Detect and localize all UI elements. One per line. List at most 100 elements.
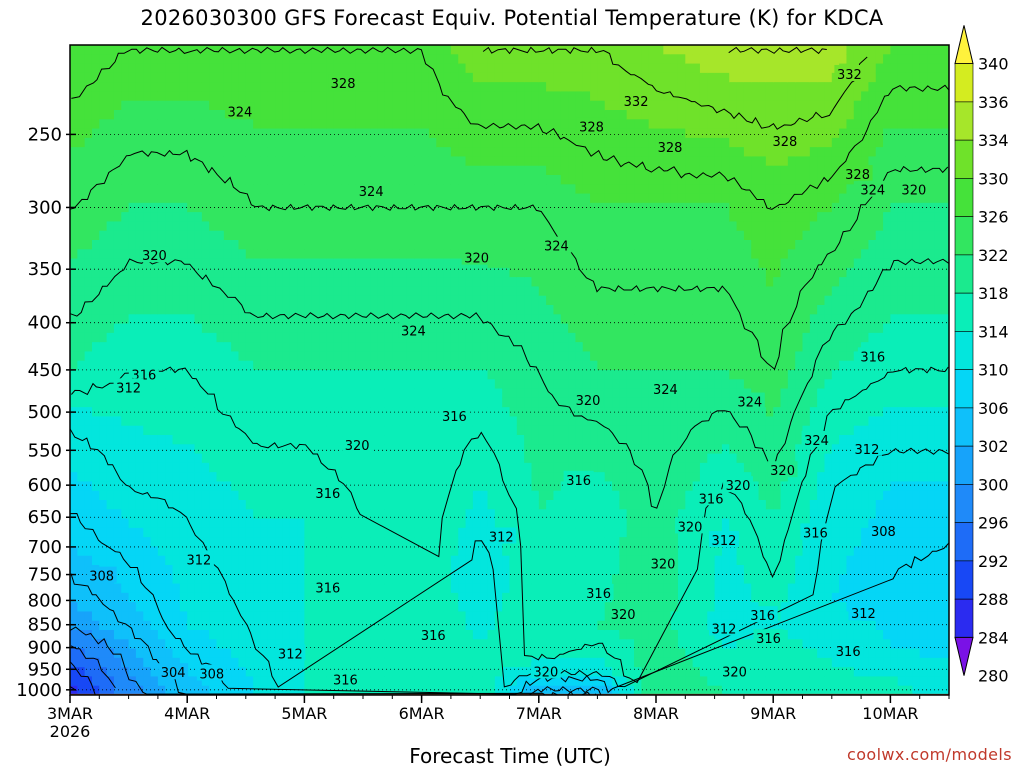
field-cell [135,546,144,557]
field-cell [201,91,210,102]
field-cell [502,462,511,473]
field-cell [384,258,393,269]
field-cell [392,630,401,640]
field-cell [568,425,577,436]
field-cell [414,82,423,93]
field-cell [201,175,210,185]
field-cell [384,509,393,520]
field-cell [428,277,437,288]
field-cell [436,165,445,176]
field-cell [99,240,108,250]
field-cell [143,453,152,464]
field-cell [84,305,93,315]
field-cell [458,360,467,371]
field-cell [582,611,591,622]
field-cell [575,230,584,241]
field-cell [297,397,305,408]
field-cell [297,565,305,575]
field-cell [538,277,547,288]
field-cell [128,527,137,538]
field-cell [392,546,401,557]
field-cell [326,527,335,538]
field-cell [216,360,225,371]
field-cell [275,351,284,362]
field-cell [84,277,93,288]
field-cell [297,351,305,362]
field-cell [377,667,386,678]
field-cell [370,147,379,158]
field-cell [267,119,276,130]
field-cell [282,184,291,195]
field-cell [487,416,496,427]
field-cell [172,175,181,185]
field-cell [157,267,166,278]
field-cell [282,165,291,176]
field-cell [355,472,364,483]
field-cell [355,481,364,492]
field-cell [421,685,430,695]
field-cell [216,230,225,241]
field-cell [399,202,408,213]
field-cell [70,295,78,306]
field-cell [99,639,108,650]
field-cell [443,230,452,241]
field-cell [421,351,430,362]
field-cell [143,379,152,390]
field-cell [297,212,305,223]
field-cell [546,323,555,334]
field-cell [568,156,577,167]
field-cell [450,527,459,538]
field-cell [304,509,313,520]
field-cell [194,565,203,575]
field-cell [260,592,269,603]
field-cell [480,351,489,362]
field-cell [275,156,284,167]
field-cell [201,518,210,529]
field-cell [245,137,254,148]
field-cell [319,165,327,176]
field-cell [538,611,547,622]
field-cell [428,425,437,436]
field-cell [194,416,203,427]
field-cell [553,546,562,557]
field-cell [84,342,93,353]
field-cell [538,342,547,353]
field-cell [238,388,247,399]
field-cell [348,611,357,622]
field-cell [538,360,547,371]
field-cell [421,45,430,55]
field-cell [238,509,247,520]
field-cell [209,574,218,585]
field-cell [399,583,408,594]
field-cell [436,110,445,120]
field-cell [165,435,174,445]
field-cell [421,156,430,167]
field-cell [172,379,181,390]
field-cell [319,351,327,362]
field-cell [348,165,357,176]
field-cell [560,416,569,427]
field-cell [443,397,452,408]
field-cell [443,453,452,464]
field-cell [245,165,254,176]
field-cell [223,481,232,492]
field-cell [384,518,393,529]
field-cell [267,277,276,288]
field-cell [260,295,269,306]
field-cell [538,156,547,167]
field-cell [436,648,445,659]
field-cell [282,667,291,678]
field-cell [113,490,122,501]
field-cell [428,305,437,315]
field-cell [509,388,518,399]
field-cell [370,574,379,585]
field-cell [502,685,511,695]
field-cell [553,277,562,288]
field-cell [355,639,364,650]
field-cell [238,657,247,668]
field-cell [443,128,452,139]
field-cell [575,82,584,93]
field-cell [77,630,86,640]
field-cell [143,435,152,445]
field-cell [209,518,218,529]
